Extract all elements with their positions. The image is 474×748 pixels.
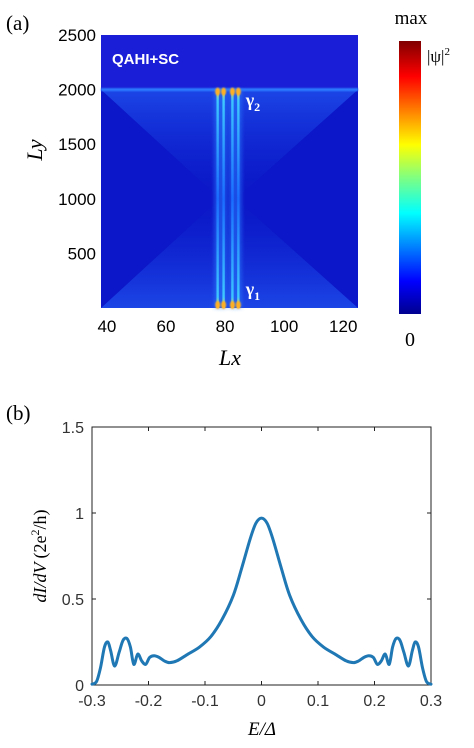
- heatmap-y-tick-label: 2000: [58, 81, 96, 100]
- gamma1-annotation: γ1: [245, 279, 260, 303]
- line-x-tick-label: -0.2: [135, 693, 163, 710]
- hotspot: [235, 87, 241, 96]
- hotspot: [215, 87, 221, 96]
- gamma2-symbol: γ: [245, 90, 255, 110]
- line-x-tick-label: 0.1: [307, 693, 329, 710]
- line-y-tick-label: 1: [75, 506, 84, 523]
- gamma2-subscript: 2: [254, 100, 260, 114]
- line-y-tick-label: 1.5: [62, 420, 84, 437]
- heatmap-y-tick-label: 1000: [58, 190, 96, 209]
- heatmap-x-ticks: 40 60 80 100 120: [97, 317, 357, 336]
- stripe: [216, 89, 219, 308]
- panel-b-label: (b): [6, 401, 31, 425]
- heatmap-y-tick-label: 1500: [58, 135, 96, 154]
- hotspot: [229, 301, 235, 309]
- colorbar-quantity: |ψ|2: [427, 46, 450, 66]
- edge-state-stripes: [214, 89, 242, 308]
- colorbar-min-label: 0: [405, 329, 415, 351]
- hotspot: [215, 301, 221, 309]
- line-y-tick-label: 0: [75, 678, 84, 695]
- colorbar-quantity-label: |ψ|: [427, 47, 444, 66]
- heatmap-x-label: Lx: [218, 345, 241, 370]
- gamma2-annotation: γ2: [245, 90, 260, 114]
- stripe: [222, 89, 225, 308]
- heatmap-x-tick-label: 40: [97, 317, 116, 336]
- line-plot-frame: [91, 426, 432, 686]
- line-y-label-exp: 2: [28, 530, 42, 536]
- stripe: [237, 89, 240, 308]
- line-x-tick-label: 0: [257, 693, 266, 710]
- line-y-label: dI/dV(2e2/h): [28, 510, 51, 603]
- line-x-tick-label: -0.1: [191, 693, 219, 710]
- didv-curve: [90, 516, 433, 686]
- panel-a: (a) QAHI+SC γ2 γ1 40 60 80 100 120 500100015…: [6, 8, 450, 370]
- heatmap-y-label: Ly: [22, 139, 47, 162]
- line-y-tick-label: 0.5: [62, 592, 84, 609]
- heatmap-x-tick-label: 80: [216, 317, 235, 336]
- line-x-ticks: -0.3 -0.2 -0.1 0 0.1 0.2 0.3: [78, 427, 442, 710]
- line-y-label-unit: (2e: [30, 535, 51, 558]
- colorbar-quantity-exp: 2: [444, 46, 450, 58]
- line-x-tick-label: -0.3: [78, 693, 106, 710]
- line-x-label: E/Δ: [247, 719, 276, 740]
- colorbar-max-label: max: [395, 8, 428, 29]
- heatmap-inset-label: QAHI+SC: [112, 51, 179, 68]
- hotspot: [235, 301, 241, 309]
- heatmap-y-ticks: 500 1000 1500 2000 2500: [58, 26, 96, 263]
- hotspots: [215, 87, 241, 309]
- gamma1-subscript: 1: [254, 289, 260, 303]
- hotspot: [221, 87, 227, 96]
- heatmap: QAHI+SC γ2 γ1: [101, 35, 358, 309]
- line-y-ticks: 0 0.5 1 1.5: [62, 420, 431, 695]
- gamma1-symbol: γ: [245, 279, 255, 299]
- heatmap-x-tick-label: 120: [329, 317, 357, 336]
- line-x-tick-label: 0.3: [420, 693, 442, 710]
- hotspot: [229, 87, 235, 96]
- colorbar-gradient: [399, 41, 421, 314]
- hotspot: [221, 301, 227, 309]
- line-y-label-main: dI/dV: [30, 560, 50, 602]
- heatmap-y-tick-label: 2500: [58, 26, 96, 45]
- heatmap-top-region: [101, 35, 358, 90]
- line-x-tick-label: 0.2: [363, 693, 385, 710]
- colorbar: max |ψ|2 0: [395, 8, 450, 351]
- line-y-label-tail: /h): [30, 510, 51, 530]
- panel-a-label: (a): [6, 11, 29, 35]
- panel-b: (b) -0.3 -0.2 -0.1 0 0.1 0.2 0.3 00.511.5 E/Δ …: [6, 401, 442, 740]
- stripe: [231, 89, 234, 308]
- heatmap-x-tick-label: 60: [157, 317, 176, 336]
- heatmap-x-tick-label: 100: [270, 317, 298, 336]
- heatmap-y-tick-label: 500: [68, 244, 96, 263]
